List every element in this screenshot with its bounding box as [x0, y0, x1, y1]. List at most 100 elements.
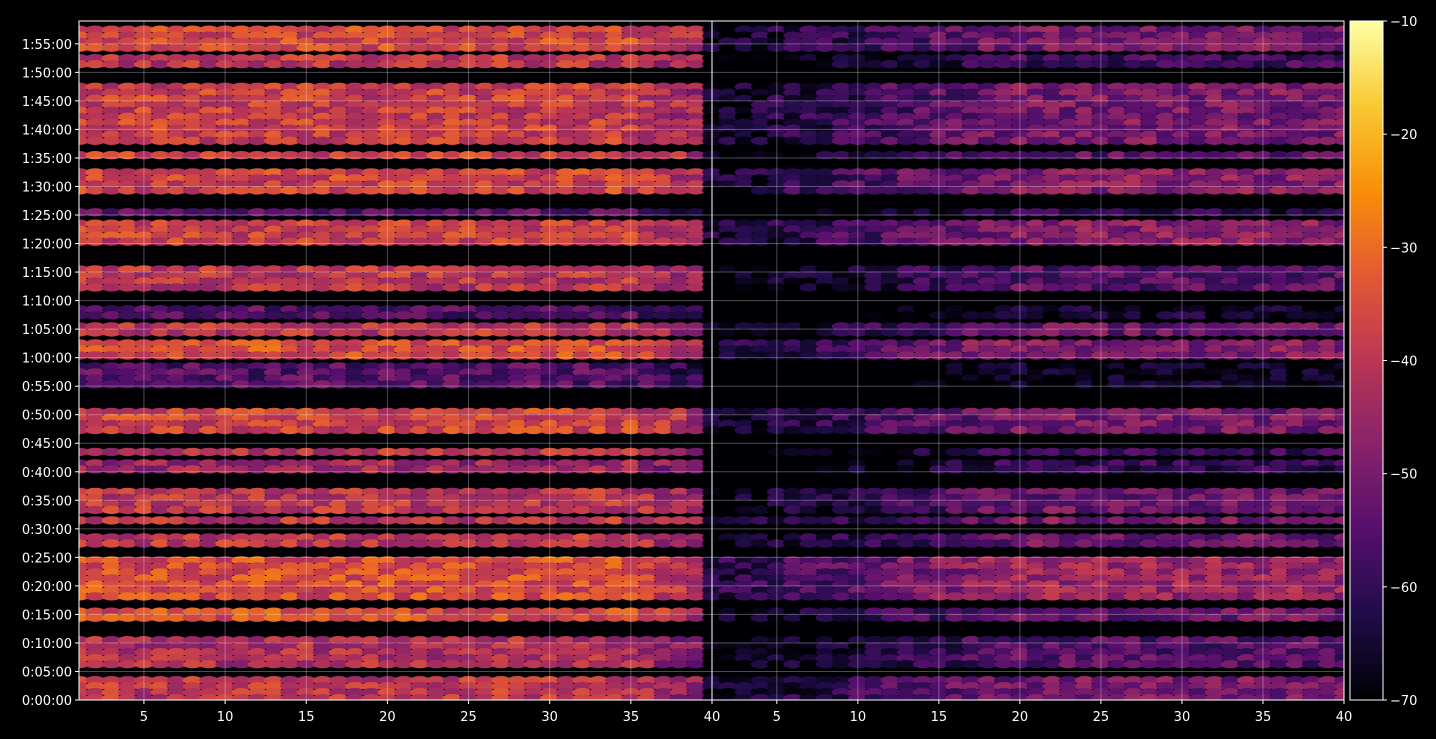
heatmap-cell	[312, 574, 333, 583]
heatmap-cell	[718, 613, 738, 622]
heatmap-cell	[1091, 556, 1111, 565]
heatmap-cell	[831, 607, 852, 616]
heatmap-cell	[1220, 580, 1241, 589]
heatmap-cell	[150, 574, 170, 583]
heatmap-cell	[1074, 556, 1095, 565]
heatmap-cell	[166, 580, 187, 589]
heatmap-cell	[621, 556, 641, 565]
heatmap-cell	[296, 592, 317, 601]
heatmap-cell	[767, 556, 787, 565]
heatmap-cell	[767, 592, 787, 601]
heatmap-cell	[410, 574, 430, 583]
heatmap-cell	[1204, 636, 1225, 645]
heatmap-cell	[1301, 574, 1322, 583]
heatmap-cell	[669, 613, 690, 622]
heatmap-cell	[475, 654, 495, 663]
heatmap-cell	[945, 642, 965, 651]
heatmap-cell	[264, 648, 284, 657]
heatmap-cell	[1042, 607, 1063, 616]
heatmap-cell	[475, 592, 495, 601]
heatmap-cell	[215, 636, 235, 645]
heatmap-cell	[653, 688, 674, 697]
heatmap-cell	[1301, 562, 1322, 571]
heatmap-cell	[101, 607, 122, 616]
heatmap-cell	[848, 613, 868, 622]
heatmap-cell	[572, 568, 592, 577]
heatmap-cell	[961, 607, 982, 616]
heatmap-cell	[134, 574, 154, 583]
heatmap-cell	[945, 568, 965, 577]
heatmap-cell	[475, 586, 495, 595]
heatmap-cell	[85, 636, 105, 645]
heatmap-cell	[1220, 654, 1241, 663]
heatmap-cell	[588, 682, 609, 691]
heatmap-cell	[750, 586, 771, 595]
heatmap-cell	[799, 613, 819, 622]
heatmap-cell	[815, 568, 836, 577]
heatmap-cell	[1318, 660, 1338, 669]
heatmap-cell	[572, 592, 592, 601]
heatmap-cell	[199, 682, 219, 691]
heatmap-cell	[231, 660, 252, 669]
heatmap-cell	[572, 556, 592, 565]
heatmap-cell	[734, 586, 755, 595]
heatmap-cell	[539, 648, 560, 657]
heatmap-cell	[669, 586, 690, 595]
heatmap-cell	[507, 580, 527, 589]
heatmap-cell	[604, 556, 625, 565]
heatmap-cell	[750, 648, 771, 657]
heatmap-cell	[491, 562, 511, 571]
heatmap-cell	[1285, 676, 1306, 685]
heatmap-cell	[345, 562, 365, 571]
heatmap-cell	[199, 568, 219, 577]
heatmap-cell	[491, 586, 511, 595]
heatmap-cell	[247, 688, 268, 697]
heatmap-cell	[328, 688, 349, 697]
heatmap-cell	[1026, 556, 1046, 565]
heatmap-cell	[1301, 613, 1322, 622]
heatmap-cell	[1301, 648, 1322, 657]
heatmap-cell	[799, 694, 819, 700]
heatmap-cell	[864, 660, 884, 669]
heatmap-cell	[361, 648, 382, 657]
heatmap-cell	[1269, 642, 1289, 651]
heatmap-cell	[1074, 682, 1095, 691]
heatmap-cell	[117, 562, 138, 571]
heatmap-cell	[1139, 562, 1160, 571]
heatmap-cell	[1204, 568, 1225, 577]
heatmap-cell	[1301, 682, 1322, 691]
heatmap-cell	[393, 660, 414, 669]
heatmap-cell	[1237, 636, 1257, 645]
heatmap-cell	[1318, 556, 1338, 565]
heatmap-cell	[977, 636, 998, 645]
heatmap-cell	[539, 642, 560, 651]
heatmap-cell	[929, 676, 949, 685]
heatmap-cell	[637, 642, 657, 651]
heatmap-cell	[231, 568, 252, 577]
heatmap-cell	[831, 654, 852, 663]
heatmap-cell	[215, 676, 235, 685]
heatmap-cell	[101, 556, 122, 565]
heatmap-cell	[150, 592, 170, 601]
heatmap-cell	[896, 694, 917, 700]
heatmap-cell	[1285, 642, 1306, 651]
heatmap-cell	[977, 642, 998, 651]
heatmap-cell	[1172, 676, 1192, 685]
heatmap-cell	[1188, 556, 1208, 565]
heatmap-cell	[280, 642, 300, 651]
heatmap-cell	[361, 580, 382, 589]
heatmap-cell	[1139, 676, 1160, 685]
heatmap-cell	[377, 556, 398, 565]
heatmap-cell	[361, 642, 382, 651]
heatmap-cell	[1058, 688, 1079, 697]
heatmap-cell	[961, 613, 982, 622]
heatmap-cell	[215, 660, 235, 669]
heatmap-cell	[1188, 642, 1208, 651]
heatmap-cell	[669, 580, 690, 589]
heatmap-cell	[783, 642, 803, 651]
heatmap-cell	[134, 648, 154, 657]
heatmap-cell	[377, 586, 398, 595]
heatmap-cell	[1026, 586, 1046, 595]
heatmap-cell	[458, 586, 479, 595]
heatmap-cell	[750, 654, 771, 663]
